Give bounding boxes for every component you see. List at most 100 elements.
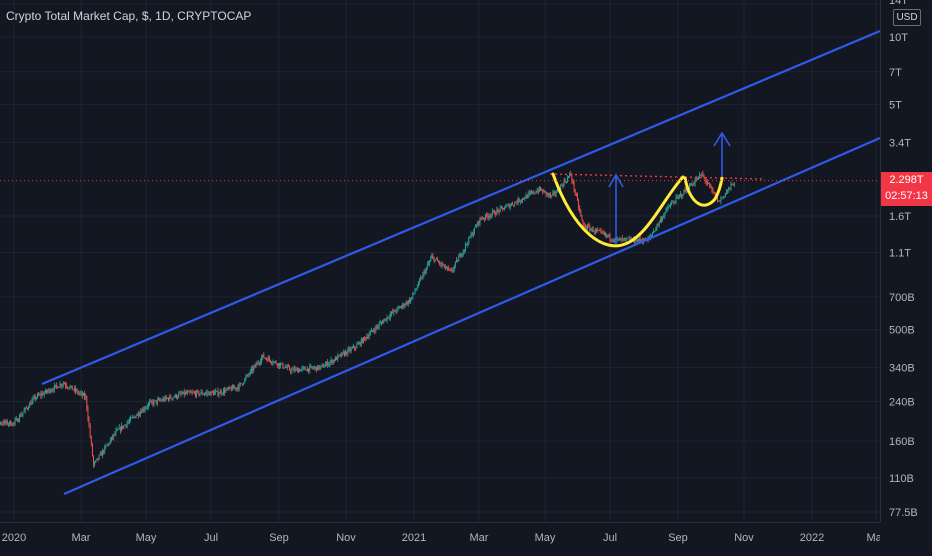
candle-body bbox=[90, 436, 92, 445]
candle-body bbox=[265, 358, 267, 359]
candle-body bbox=[433, 257, 435, 262]
candle-body bbox=[34, 396, 36, 399]
candle-body bbox=[628, 238, 630, 240]
candle-body bbox=[247, 374, 249, 376]
candle-body bbox=[135, 415, 137, 418]
candle-body bbox=[611, 239, 613, 241]
candle-body bbox=[308, 368, 310, 372]
candle-body bbox=[534, 192, 536, 194]
candle-body bbox=[25, 407, 27, 409]
candle-body bbox=[517, 198, 519, 204]
candle-body bbox=[533, 191, 535, 194]
candle-body bbox=[228, 387, 230, 389]
candle-body bbox=[128, 420, 130, 422]
candle-body bbox=[318, 365, 320, 370]
candle-body bbox=[80, 392, 82, 394]
candle-body bbox=[723, 196, 725, 198]
candle-body bbox=[95, 460, 97, 463]
candle-body bbox=[439, 262, 441, 265]
candle-body bbox=[210, 391, 212, 396]
candle-body bbox=[288, 366, 289, 368]
candle-body bbox=[105, 445, 107, 447]
candle-body bbox=[602, 232, 604, 234]
price-scale[interactable]: 14T 10T 7T 5T 3.4T 1.6T 1.1T 700B 500B 340B 240B 16… bbox=[880, 0, 932, 522]
candle-body bbox=[291, 369, 293, 372]
candle-body bbox=[618, 238, 620, 240]
candle-body bbox=[220, 391, 222, 394]
candle-body bbox=[290, 369, 292, 372]
candle-body bbox=[217, 390, 219, 396]
candle-body bbox=[104, 446, 106, 453]
candle-body bbox=[590, 229, 592, 231]
candle-body bbox=[47, 391, 49, 392]
candle-body bbox=[489, 216, 491, 217]
candle-body bbox=[255, 364, 257, 366]
candle-body bbox=[552, 193, 554, 196]
price-tick-label: 500B bbox=[889, 325, 915, 337]
candle-body bbox=[167, 398, 168, 399]
candle-body bbox=[653, 231, 655, 234]
candle-body bbox=[373, 330, 375, 332]
candle-body bbox=[305, 369, 307, 371]
candle-body bbox=[565, 181, 567, 183]
candle-body bbox=[142, 408, 144, 413]
candle-body bbox=[233, 386, 235, 389]
price-tick-label: 110B bbox=[889, 473, 914, 485]
candle-body bbox=[529, 192, 531, 194]
candle-body bbox=[497, 209, 499, 211]
candle-body bbox=[33, 396, 35, 399]
candle-body bbox=[123, 425, 125, 429]
candle-body bbox=[214, 392, 215, 395]
candle-body bbox=[731, 184, 733, 185]
candle-body bbox=[671, 202, 673, 205]
candle-body bbox=[326, 362, 327, 365]
price-tick-label: 10T bbox=[889, 32, 908, 44]
candle-body bbox=[292, 368, 294, 370]
candle-body bbox=[363, 337, 364, 343]
candle-body bbox=[83, 393, 84, 396]
currency-badge[interactable]: USD bbox=[893, 9, 921, 26]
candle-body bbox=[482, 218, 484, 220]
candle-body bbox=[656, 224, 658, 229]
candle-body bbox=[525, 195, 527, 199]
candle-body bbox=[512, 203, 513, 205]
candle-body bbox=[200, 391, 202, 394]
candle-body bbox=[266, 358, 268, 362]
candle-body bbox=[303, 367, 305, 369]
candle-body bbox=[375, 326, 377, 332]
candle-body bbox=[249, 370, 251, 375]
candle-body bbox=[428, 263, 429, 265]
target-arrow-head bbox=[608, 173, 624, 188]
chart-title: Crypto Total Market Cap, $, 1D, CRYPTOCA… bbox=[6, 9, 252, 23]
candle-body bbox=[588, 225, 590, 227]
candle-body bbox=[40, 394, 42, 396]
candle-body bbox=[304, 367, 306, 370]
price-tick-label: 14T bbox=[889, 0, 908, 7]
candle-body bbox=[458, 257, 460, 262]
candle-body bbox=[466, 244, 468, 245]
candle-body bbox=[395, 311, 397, 313]
candle-body bbox=[566, 177, 568, 182]
candle-body bbox=[620, 238, 622, 241]
candle-body bbox=[238, 384, 240, 390]
candle-body bbox=[440, 262, 442, 265]
candle-body bbox=[146, 406, 148, 408]
candle-body bbox=[165, 396, 167, 399]
candle-body bbox=[667, 207, 669, 208]
candle-body bbox=[516, 202, 518, 204]
candle-body bbox=[190, 392, 192, 394]
candle-body bbox=[519, 201, 521, 202]
candle-body bbox=[358, 342, 360, 344]
time-scale[interactable]: 2020 Mar May Jul Sep Nov 2021 Mar May Jul Sep Nov 20… bbox=[0, 522, 886, 551]
candle-body bbox=[312, 367, 314, 369]
candle-body bbox=[0, 422, 2, 424]
candle-body bbox=[71, 385, 73, 390]
candle-body bbox=[486, 214, 488, 216]
candle-body bbox=[272, 362, 274, 364]
candle-body bbox=[30, 403, 32, 405]
candle-body bbox=[423, 271, 425, 274]
candle-body bbox=[356, 344, 358, 349]
candle-body bbox=[365, 337, 367, 339]
candle-body bbox=[342, 352, 344, 354]
